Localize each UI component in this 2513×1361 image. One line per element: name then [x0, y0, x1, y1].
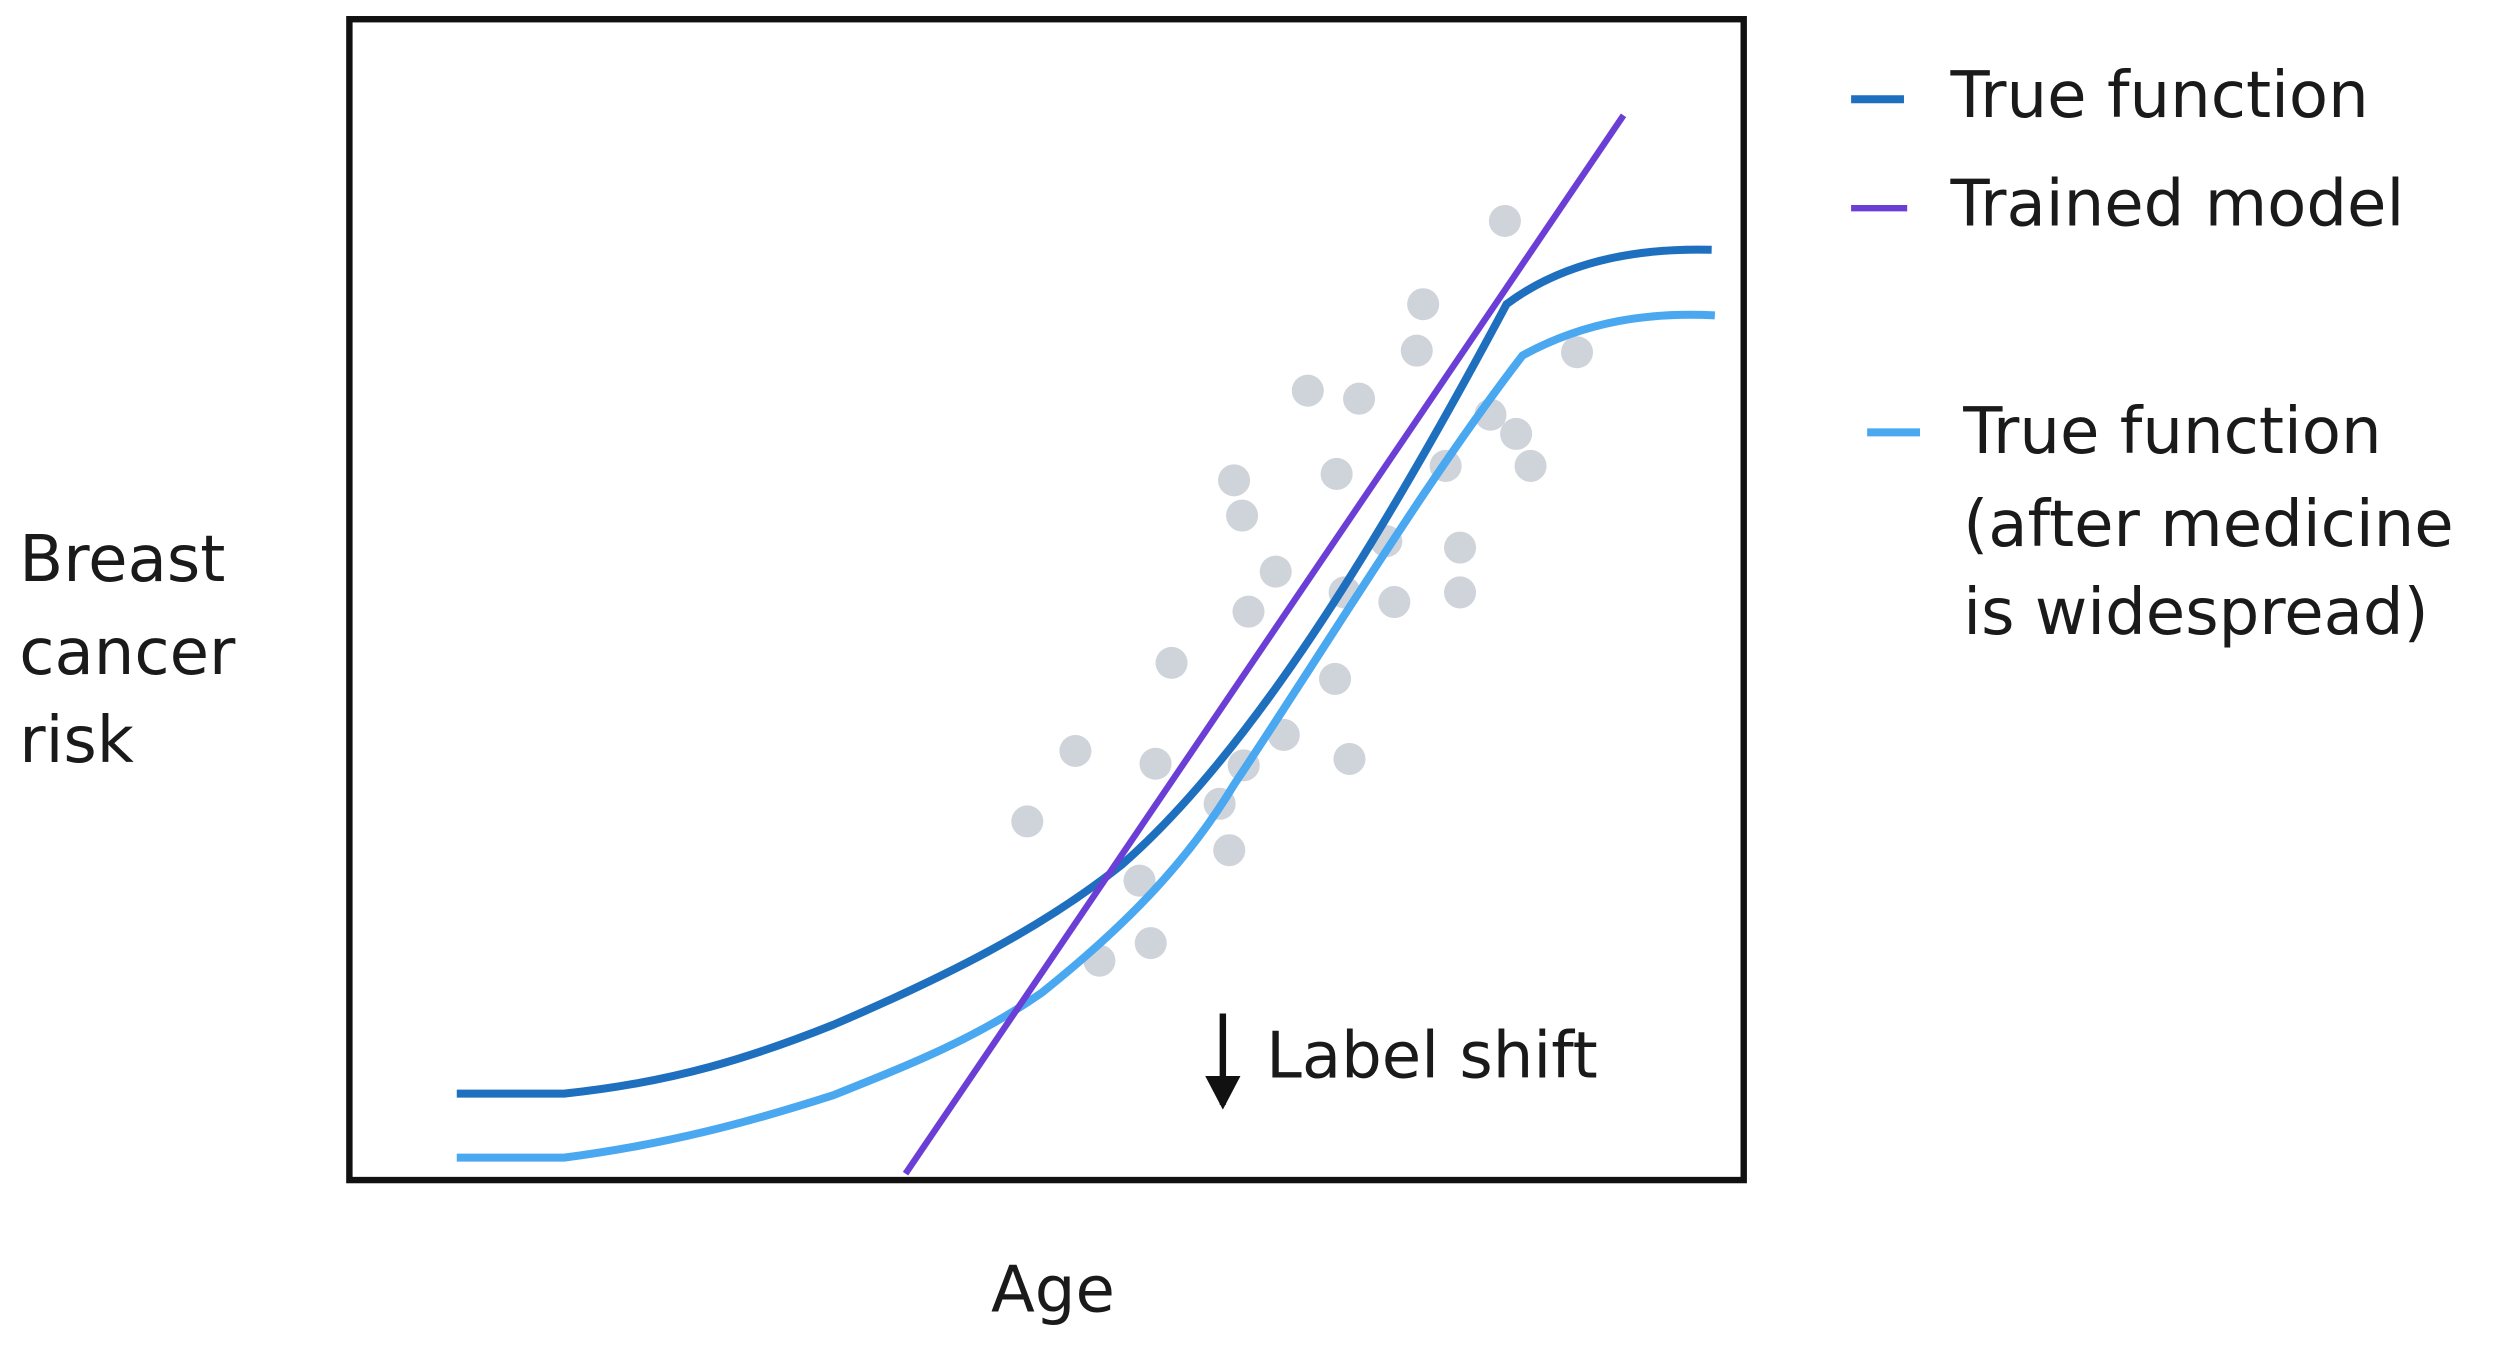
data-point: [1514, 449, 1547, 482]
data-point: [1291, 374, 1324, 407]
data-point: [1444, 576, 1477, 609]
y-axis-label: cancer: [19, 616, 236, 690]
data-point: [1319, 662, 1352, 695]
data-point: [1123, 864, 1156, 897]
data-point: [1134, 927, 1167, 960]
shifted-function-curve: [456, 310, 1716, 1162]
data-point: [1259, 555, 1292, 588]
data-point: [1561, 336, 1594, 369]
legend-label: True function: [1949, 59, 2368, 133]
data-point: [1407, 288, 1440, 321]
trained-model-line: [902, 113, 1627, 1176]
x-axis-label: Age: [991, 1253, 1115, 1327]
data-point: [1059, 734, 1092, 767]
legend-label: is widespread): [1963, 576, 2428, 650]
legend-label: (after medicine: [1963, 488, 2453, 562]
shift-arrow-head: [1205, 1075, 1241, 1110]
data-point: [1488, 204, 1521, 237]
legend-label: True function: [1962, 395, 2381, 469]
annotation: Label shift: [1266, 1020, 1598, 1094]
data-point: [1444, 531, 1477, 564]
data-point: [1320, 457, 1353, 490]
data-point: [1155, 646, 1188, 679]
data-point: [1400, 334, 1433, 367]
data-point: [1218, 464, 1251, 497]
data-point: [1011, 805, 1044, 838]
data-point: [1232, 595, 1265, 628]
data-point: [1500, 417, 1533, 450]
y-axis-label: risk: [19, 704, 134, 778]
data-point: [1226, 499, 1259, 532]
data-point: [1378, 586, 1411, 619]
y-axis-label: Breast: [19, 523, 225, 597]
true-function-curve: [456, 245, 1712, 1098]
data-point: [1213, 834, 1246, 867]
data-point: [1139, 747, 1172, 780]
data-point: [1333, 742, 1366, 775]
data-point: [1343, 382, 1376, 415]
legend-label: Trained model: [1949, 168, 2404, 242]
plot-frame: [346, 16, 1747, 1184]
